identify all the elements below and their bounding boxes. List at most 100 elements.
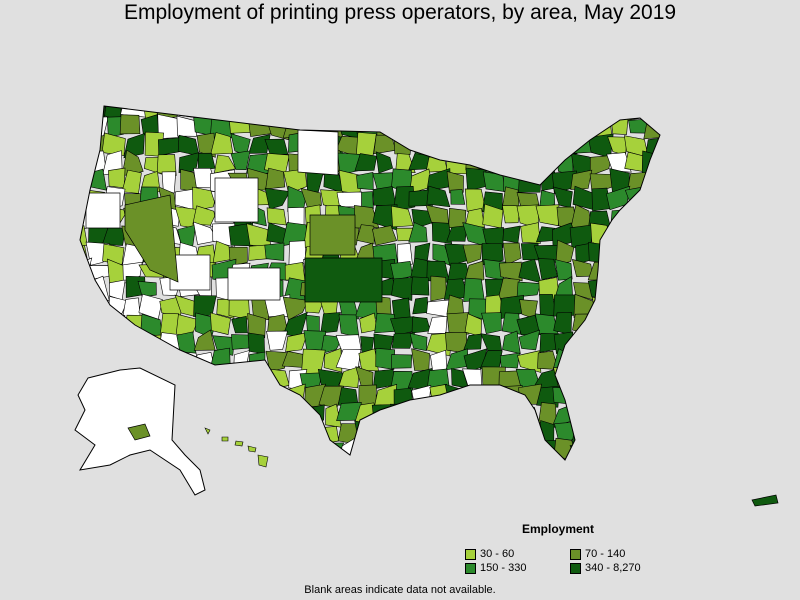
- county-region: [211, 384, 233, 409]
- county-region: [430, 421, 446, 445]
- county-region: [412, 461, 429, 478]
- county-region: [137, 280, 157, 298]
- county-region: [375, 437, 394, 459]
- county-region: [627, 383, 645, 407]
- county-region: [250, 422, 273, 445]
- county-region: [389, 403, 413, 422]
- county-region: [537, 117, 556, 140]
- map-title: Employment of printing press operators, …: [123, 1, 677, 24]
- county-region: [626, 243, 648, 260]
- county-region: [285, 440, 304, 460]
- county-region: [499, 153, 524, 173]
- county-region: [570, 423, 596, 447]
- county-region: [80, 294, 90, 318]
- county-region: [209, 347, 231, 371]
- county-region: [501, 312, 521, 335]
- county-region: [177, 134, 200, 157]
- county-region: [592, 329, 614, 356]
- county-region: [101, 132, 126, 157]
- county-region: [286, 404, 307, 427]
- county-region: [430, 275, 447, 302]
- county-region: [210, 312, 231, 335]
- county-region: [499, 438, 523, 460]
- county-region: [660, 337, 682, 356]
- county-region: [391, 464, 412, 480]
- county-region: [354, 106, 377, 122]
- legend-swatch-70-140: [570, 548, 581, 560]
- county-region: [282, 456, 307, 460]
- no-data-region: [227, 267, 281, 301]
- no-data-region: [85, 192, 121, 229]
- county-region: [375, 151, 394, 174]
- county-region: [667, 119, 685, 139]
- county-region: [444, 402, 465, 428]
- county-region: [517, 438, 542, 460]
- county-region: [192, 406, 214, 426]
- county-region: [554, 106, 577, 118]
- county-region: [288, 240, 307, 266]
- county-region: [431, 222, 453, 245]
- county-region: [516, 152, 541, 176]
- county-region: [301, 455, 327, 460]
- county-region: [664, 276, 684, 300]
- county-region: [552, 387, 572, 405]
- county-region: [553, 119, 574, 137]
- county-region: [88, 275, 110, 302]
- county-region: [338, 314, 360, 338]
- county-region: [661, 204, 680, 226]
- county-region: [355, 131, 377, 158]
- county-region: [646, 295, 660, 319]
- county-region: [176, 351, 200, 373]
- county-region: [518, 170, 542, 193]
- county-region: [535, 204, 560, 227]
- county-region: [625, 227, 649, 247]
- county-region: [590, 312, 610, 336]
- legend-item-30-60: 30 - 60: [465, 548, 514, 560]
- county-region: [498, 113, 522, 138]
- county-region: [465, 167, 487, 192]
- county-region: [266, 330, 288, 351]
- county-region: [534, 133, 554, 157]
- county-region: [80, 225, 88, 248]
- county-region: [300, 439, 321, 460]
- county-region: [176, 115, 197, 137]
- county-region: [606, 278, 629, 302]
- county-region: [485, 405, 500, 427]
- county-region: [660, 319, 680, 337]
- county-region: [643, 189, 660, 209]
- county-region: [612, 439, 629, 459]
- county-region: [119, 114, 141, 135]
- county-region: [174, 421, 197, 445]
- county-region: [409, 120, 435, 137]
- county-region: [569, 389, 592, 407]
- county-region: [230, 150, 251, 170]
- county-region: [80, 316, 92, 337]
- county-region: [623, 295, 647, 317]
- county-region: [264, 138, 289, 155]
- county-region: [606, 384, 632, 410]
- county-region: [517, 461, 536, 476]
- county-region: [554, 259, 573, 281]
- county-region: [642, 441, 660, 460]
- county-region: [161, 171, 177, 194]
- county-region: [465, 458, 485, 460]
- county-region: [668, 223, 681, 244]
- county-region: [156, 154, 177, 176]
- legend-item-70-140: 70 - 140: [570, 548, 625, 560]
- legend-label-150-330: 150 - 330: [480, 562, 527, 574]
- county-region: [411, 316, 431, 334]
- county-region: [120, 334, 146, 354]
- county-region: [644, 170, 660, 194]
- county-region: [101, 314, 126, 338]
- county-region: [645, 260, 660, 279]
- footnote: Blank areas indicate data not available.: [304, 584, 496, 596]
- county-region: [233, 458, 252, 460]
- county-region: [517, 350, 542, 373]
- county-region: [605, 106, 629, 122]
- county-region: [589, 155, 613, 177]
- county-region: [502, 225, 521, 244]
- county-region: [373, 333, 394, 351]
- county-region: [446, 171, 464, 194]
- county-region: [537, 258, 558, 281]
- county-region: [80, 167, 89, 194]
